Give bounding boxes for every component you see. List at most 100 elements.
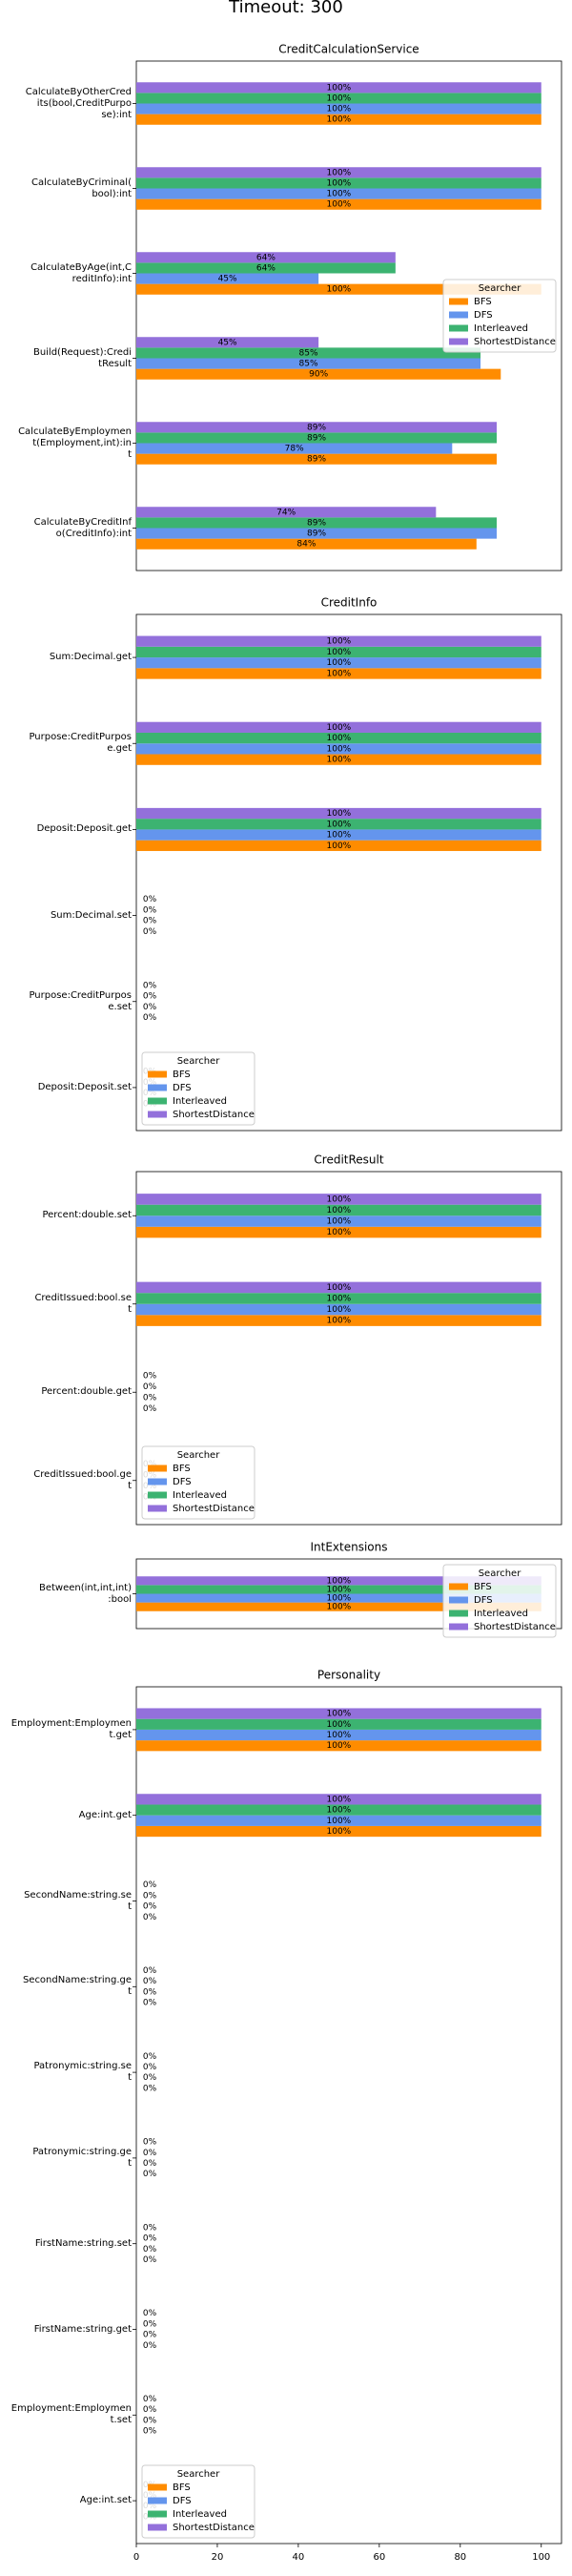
bar xyxy=(136,422,498,433)
category-label: Purpose:CreditPurpos e.get xyxy=(29,732,132,755)
legend-label: BFS xyxy=(474,1582,492,1592)
bar xyxy=(136,754,541,765)
value-label: 0% xyxy=(143,1987,157,1997)
bar xyxy=(136,819,541,830)
legend-swatch xyxy=(148,2483,167,2491)
bar xyxy=(136,807,541,820)
legend-label: ShortestDistance xyxy=(173,1110,255,1120)
category-label: Percent:double.set xyxy=(42,1210,132,1221)
value-label: 0% xyxy=(143,2149,157,2158)
bar xyxy=(136,1204,541,1216)
bar xyxy=(136,507,437,518)
value-label: 45% xyxy=(218,338,237,347)
bar xyxy=(136,1194,541,1205)
bar xyxy=(136,1794,541,1805)
value-label: 100% xyxy=(327,809,352,819)
value-label: 0% xyxy=(143,2341,157,2351)
bar xyxy=(136,114,541,125)
category-label: FirstName:string.set xyxy=(34,2237,132,2249)
value-label: 45% xyxy=(218,275,237,284)
value-label: 89% xyxy=(307,423,326,432)
legend-box xyxy=(141,1445,255,1520)
category-label: Age:int.get xyxy=(78,1809,132,1820)
value-label: 100% xyxy=(327,756,352,765)
value-label: 89% xyxy=(307,530,326,539)
value-label: 0% xyxy=(143,2309,157,2318)
value-label: 100% xyxy=(327,1283,352,1293)
legend-label: ShortestDistance xyxy=(474,1622,556,1632)
legend-swatch xyxy=(148,1097,167,1105)
bar xyxy=(136,840,541,851)
value-label: 0% xyxy=(143,1382,157,1392)
legend-label: DFS xyxy=(173,1477,192,1487)
value-label: 0% xyxy=(143,992,157,1002)
legend-label: DFS xyxy=(474,310,493,321)
value-label: 0% xyxy=(143,2234,157,2244)
bar xyxy=(136,167,541,178)
chart-title: CreditCalculationService xyxy=(278,43,419,56)
legend-label: Interleaved xyxy=(474,323,528,334)
bar xyxy=(136,1815,541,1826)
value-label: 85% xyxy=(299,360,318,369)
bar xyxy=(136,1825,541,1838)
value-label: 64% xyxy=(256,253,276,262)
value-label: 74% xyxy=(276,508,296,517)
value-label: 100% xyxy=(327,734,352,743)
value-label: 0% xyxy=(143,1891,157,1901)
category-label: Age:int.set xyxy=(79,2495,132,2506)
value-label: 0% xyxy=(143,2395,157,2404)
value-label: 0% xyxy=(143,2245,157,2254)
legend-label: ShortestDistance xyxy=(173,2523,255,2533)
value-label: 100% xyxy=(327,115,352,125)
category-label: Sum:Decimal.get xyxy=(49,652,132,663)
value-label: 100% xyxy=(327,1795,352,1804)
value-label: 0% xyxy=(143,2223,157,2233)
value-label: 89% xyxy=(307,433,326,443)
value-label: 100% xyxy=(327,669,352,678)
bar xyxy=(136,443,453,454)
value-label: 100% xyxy=(327,105,352,114)
legend-title: Searcher xyxy=(479,1568,522,1579)
value-label: 89% xyxy=(307,518,326,528)
bar xyxy=(136,743,541,755)
value-label: 0% xyxy=(143,1013,157,1023)
value-label: 100% xyxy=(327,1827,352,1837)
category-label: Percent:double.get xyxy=(41,1386,132,1398)
chart-title: CreditInfo xyxy=(321,596,378,610)
x-tick-label: 100 xyxy=(532,2552,550,2563)
legend-title: Searcher xyxy=(479,283,522,294)
category-label: SecondName:string.se t xyxy=(24,1889,132,1912)
value-label: 84% xyxy=(296,540,316,550)
value-label: 100% xyxy=(327,1817,352,1826)
value-label: 0% xyxy=(143,1394,157,1403)
value-label: 0% xyxy=(143,917,157,926)
bar xyxy=(136,1226,541,1238)
value-label: 85% xyxy=(299,348,318,358)
chart-title: IntExtensions xyxy=(310,1541,387,1554)
bar xyxy=(136,368,501,380)
category-label: Employment:Employmen t.set xyxy=(10,2403,132,2426)
bar xyxy=(136,1593,541,1603)
axes-frame xyxy=(135,1171,562,1526)
bar xyxy=(136,1281,541,1294)
bar xyxy=(136,1718,541,1730)
value-label: 0% xyxy=(143,927,157,937)
legend-label: DFS xyxy=(474,1595,493,1606)
bar xyxy=(136,82,541,93)
value-label: 100% xyxy=(327,190,352,199)
value-label: 0% xyxy=(143,1902,157,1912)
value-label: 100% xyxy=(327,200,352,210)
legend-label: Interleaved xyxy=(173,2509,227,2520)
legend-label: Interleaved xyxy=(173,1096,227,1107)
value-label: 100% xyxy=(327,168,352,177)
legend-label: DFS xyxy=(173,1083,192,1093)
figure-title: Timeout: 300 xyxy=(228,0,343,17)
bar xyxy=(136,1293,541,1304)
legend-swatch xyxy=(449,1583,468,1590)
bar xyxy=(136,358,481,369)
legend-label: ShortestDistance xyxy=(173,1504,255,1514)
value-label: 100% xyxy=(327,1741,352,1751)
legend-swatch xyxy=(148,1084,167,1091)
value-label: 100% xyxy=(327,1806,352,1816)
value-label: 0% xyxy=(143,1966,157,1976)
